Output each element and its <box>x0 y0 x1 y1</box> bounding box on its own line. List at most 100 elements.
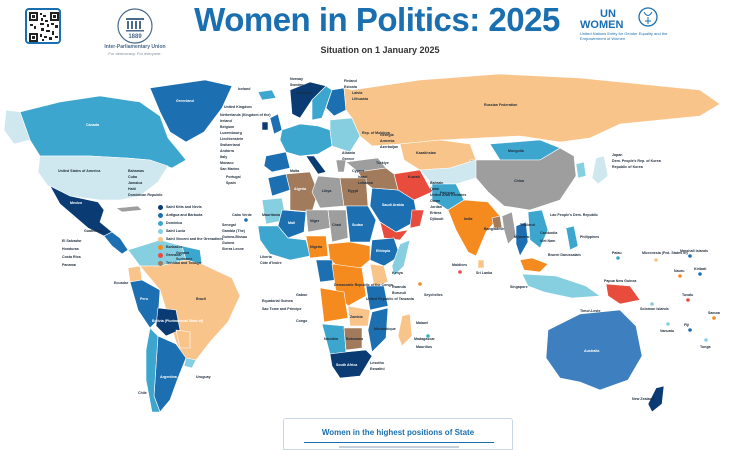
country-japan <box>591 155 609 185</box>
label-thailand: Thailand <box>520 223 535 227</box>
label-canada: Canada <box>86 123 100 127</box>
label-guinea: Guinea <box>222 241 235 245</box>
country-nigeria <box>305 235 329 259</box>
label-maldives: Maldives <box>452 263 467 267</box>
marker-maldives <box>458 270 462 274</box>
label-botswana: Botswana <box>346 337 364 341</box>
label-zambia: Zambia <box>350 315 364 319</box>
marker-nauru <box>678 274 682 278</box>
label-kiribati: Kiribati <box>694 267 706 271</box>
label-dominican-republic: Dominican Republic <box>128 193 163 197</box>
label-rok: Republic of Korea <box>612 165 644 169</box>
label-eq-guinea: Equatorial Guinea <box>262 299 294 303</box>
label-sierra-leone: Sierra Leone <box>222 247 244 251</box>
label-latvia: Latvia <box>352 91 363 95</box>
country-indonesia <box>521 273 601 299</box>
marker-fiji <box>688 328 692 332</box>
marker-kiribati <box>698 272 702 276</box>
label-malawi: Malawi <box>416 321 428 325</box>
label-cambodia: Cambodia <box>540 231 558 235</box>
label-guyana: Guyana <box>176 251 190 255</box>
label-dprk: Dem. People's Rep. of Korea <box>612 159 662 163</box>
country-zambia <box>347 305 371 327</box>
label-uae: United Arab Emirates <box>430 193 466 197</box>
ipu-emblem-icon: 1889 <box>100 6 170 58</box>
country-italy <box>305 155 327 175</box>
label-burundi: Burundi <box>392 291 406 295</box>
country-malaysia <box>519 257 549 273</box>
country-paraguay <box>175 329 191 349</box>
label-armenia: Armenia <box>380 139 395 143</box>
label-namibia: Namibia <box>324 337 339 341</box>
label-bahrain: Bahrain <box>430 181 443 185</box>
label-usa: United States of America <box>58 169 101 173</box>
label-lebanon: Lebanon <box>358 181 373 185</box>
label-israel: Israel <box>358 175 367 179</box>
page-title: Women in Politics: 2025 <box>194 1 560 38</box>
label-albania: Albania <box>342 151 356 155</box>
label-belgium: Belgium <box>220 125 234 129</box>
label-uruguay: Uruguay <box>196 375 211 379</box>
label-bangladesh: Bangladesh <box>484 227 504 231</box>
label-nauru: Nauru <box>674 269 684 273</box>
region-alaska <box>3 109 31 145</box>
label-jamaica: Jamaica <box>128 181 143 185</box>
label-singapore: Singapore <box>510 285 528 289</box>
label-el-salvador: El Salvador <box>62 239 82 243</box>
label-tonga: Tonga <box>700 345 712 349</box>
page-subtitle: Situation on 1 January 2025 <box>320 45 440 55</box>
country-russia <box>343 73 721 147</box>
label-finland: Finland <box>344 79 357 83</box>
qr-code-icon[interactable] <box>25 8 61 44</box>
country-sri-lanka <box>477 259 485 269</box>
label-jordan: Jordan <box>430 205 442 209</box>
label-viet-nam: Viet Nam <box>540 239 555 243</box>
label-bahamas: Bahamas <box>128 169 144 173</box>
label-kuwait: Kuwait <box>408 175 421 179</box>
label-netherlands: Netherlands (Kingdom of the) <box>220 113 271 117</box>
legend-row: Dominica <box>158 219 220 227</box>
label-suriname: Suriname <box>176 257 192 261</box>
country-korea <box>575 161 587 179</box>
label-algeria: Algeria <box>294 187 307 191</box>
legend-label: Saint Lucia <box>166 229 186 233</box>
label-bolivia: Bolivia (Plurinational State of) <box>152 319 204 323</box>
country-ireland <box>261 121 269 131</box>
label-fiji: Fiji <box>684 323 689 327</box>
country-madagascar <box>397 313 413 347</box>
legend-label: Saint Kitts and Nevis <box>166 205 202 209</box>
legend-row: Antigua and Barbuda <box>158 211 220 219</box>
country-uk <box>269 113 283 135</box>
country-new-zealand <box>647 385 665 413</box>
label-italy: Italy <box>220 155 227 159</box>
legend-swatch <box>158 212 163 218</box>
country-somalia <box>391 239 411 277</box>
country-sweden <box>311 85 333 121</box>
label-moldova: Rep. of Moldova <box>362 131 391 135</box>
label-cote-divoire: Côte d'Ivoire <box>260 261 282 265</box>
label-sudan: Sudan <box>352 223 363 227</box>
highest-positions-panel: Women in the highest positions of State <box>283 418 513 450</box>
country-kenya <box>369 263 389 287</box>
label-australia: Australia <box>584 349 600 353</box>
label-norway: Norway <box>290 77 303 81</box>
label-micronesia: Micronesia (Fed. States of) <box>642 251 689 255</box>
legend-swatch <box>158 260 163 266</box>
label-turkiye: Türkiye <box>376 161 389 165</box>
label-png: Papua New Guinea <box>604 279 637 283</box>
label-iceland: Iceland <box>238 87 250 91</box>
legend-swatch <box>158 244 163 250</box>
country-south-africa <box>329 349 373 379</box>
marker-palau <box>616 256 620 260</box>
label-kazakhstan: Kazakhstan <box>416 151 436 155</box>
country-greece <box>335 159 347 173</box>
country-cuba <box>115 205 143 213</box>
label-palau: Palau <box>612 251 622 255</box>
label-cuba: Cuba <box>128 175 138 179</box>
country-australia <box>545 309 643 391</box>
legend-row: Saint Kitts and Nevis <box>158 203 220 211</box>
label-congo: Congo <box>296 319 308 323</box>
label-chile: Chile <box>138 391 147 395</box>
label-madagascar: Madagascar <box>414 337 435 341</box>
country-saudi-arabia <box>369 187 419 233</box>
